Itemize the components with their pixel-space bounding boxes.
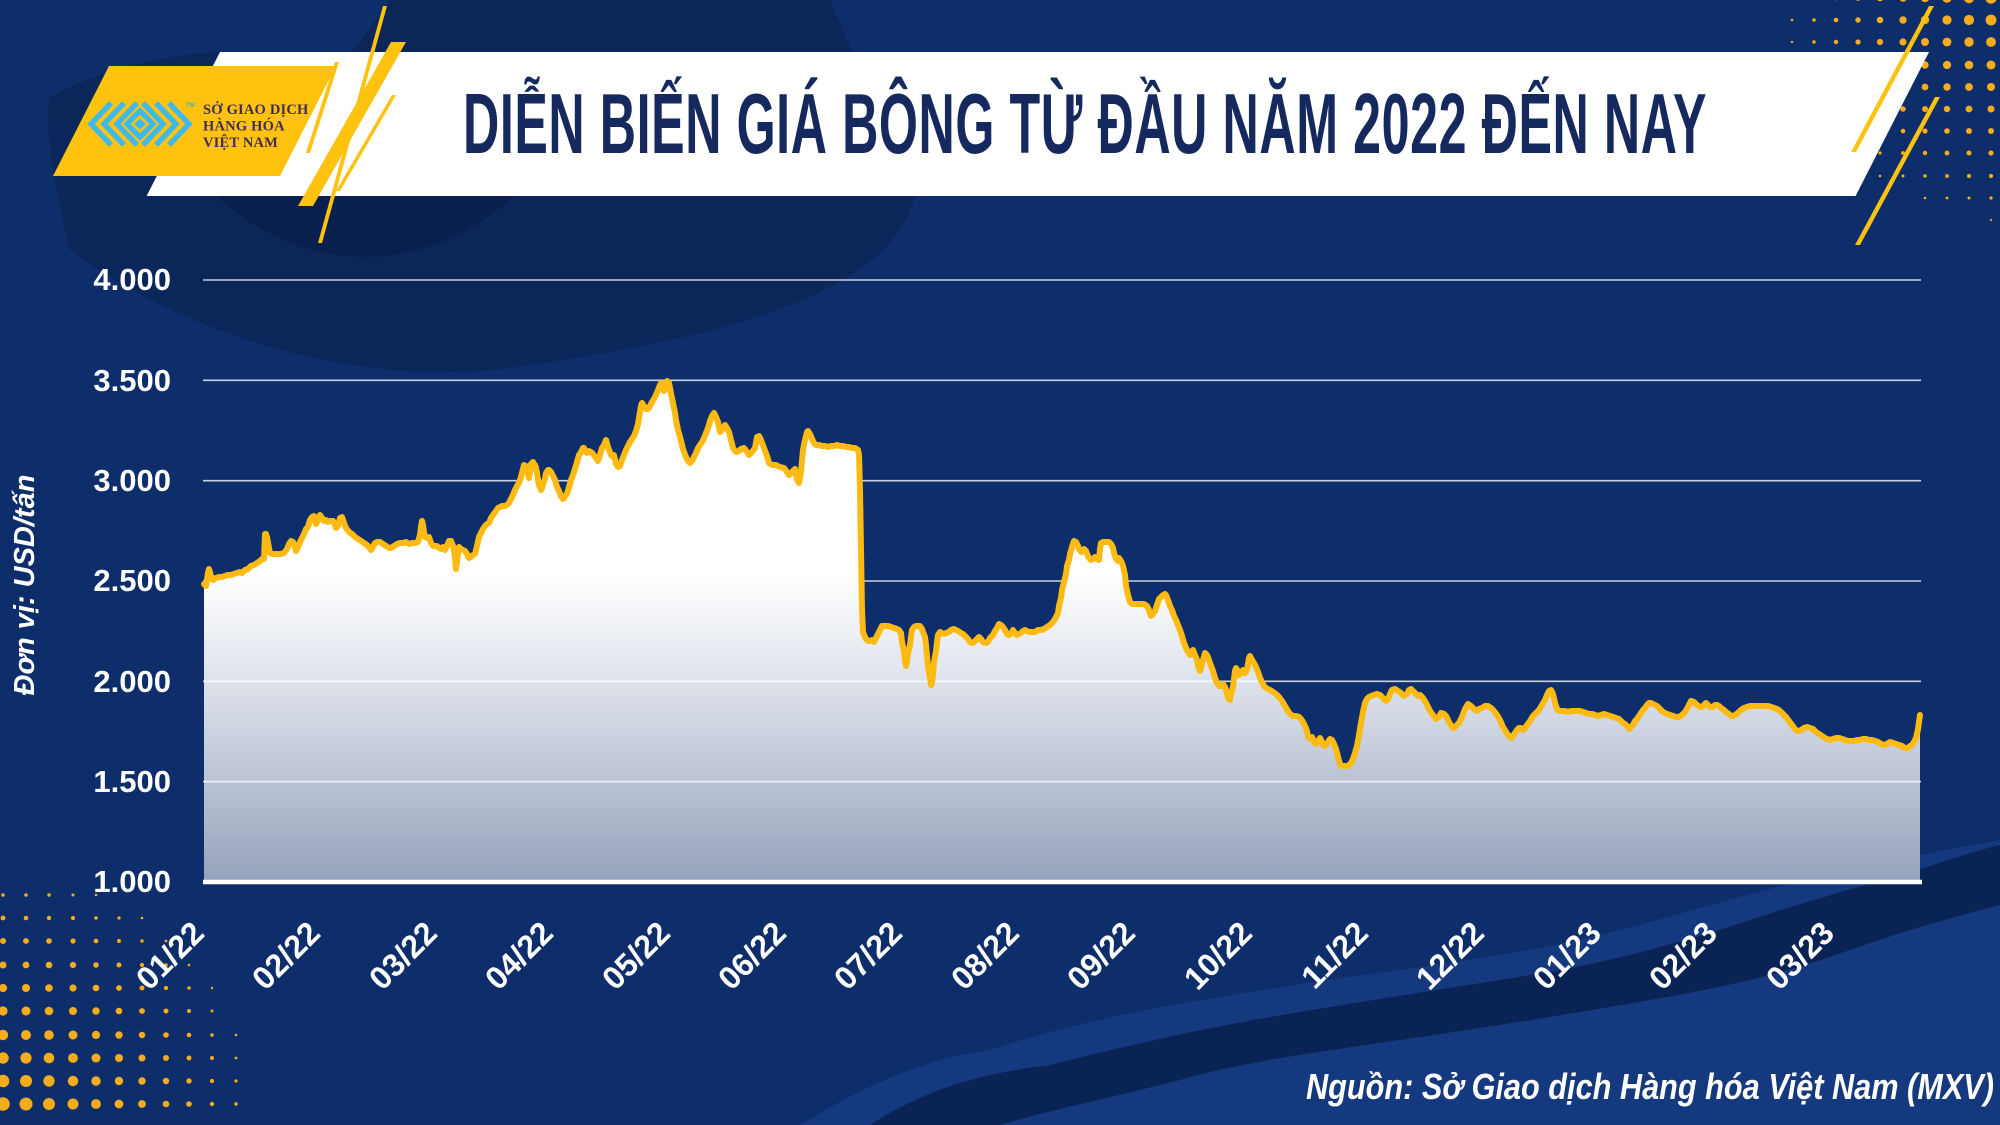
svg-text:VIỆT NAM: VIỆT NAM xyxy=(203,134,278,151)
svg-text:2.000: 2.000 xyxy=(93,664,171,699)
svg-text:1.500: 1.500 xyxy=(93,764,171,799)
svg-text:HÀNG HÓA: HÀNG HÓA xyxy=(203,118,285,135)
svg-text:1.000: 1.000 xyxy=(93,864,171,899)
svg-text:Đơn vị: USD/tấn: Đơn vị: USD/tấn xyxy=(9,475,41,696)
svg-text:TM: TM xyxy=(186,103,195,109)
svg-text:SỞ GIAO DỊCH: SỞ GIAO DỊCH xyxy=(203,101,309,118)
svg-text:3.000: 3.000 xyxy=(93,463,171,498)
svg-text:3.500: 3.500 xyxy=(93,363,171,398)
svg-text:2.500: 2.500 xyxy=(93,563,171,598)
svg-text:4.000: 4.000 xyxy=(93,262,171,297)
svg-text:DIỄN BIẾN GIÁ BÔNG TỪ ĐẦU NĂM: DIỄN BIẾN GIÁ BÔNG TỪ ĐẦU NĂM 2022 ĐẾN N… xyxy=(463,76,1707,172)
svg-text:Nguồn: Sở Giao dịch Hàng hóa V: Nguồn: Sở Giao dịch Hàng hóa Việt Nam (M… xyxy=(1306,1066,1994,1107)
